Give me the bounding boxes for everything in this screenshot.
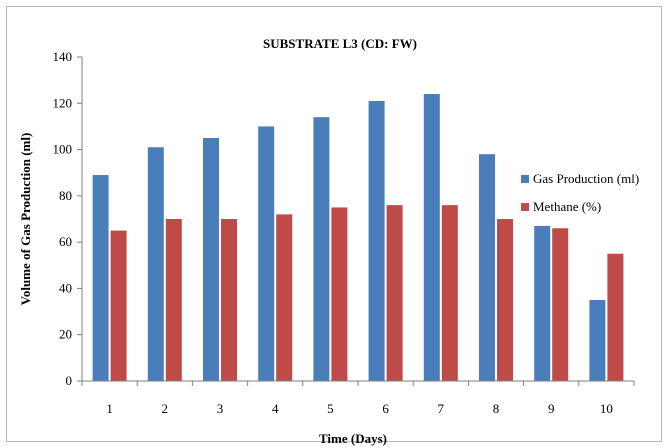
x-tick-label: 9	[548, 401, 555, 416]
y-tick-label: 20	[59, 327, 72, 342]
gas-production-bar	[368, 100, 385, 381]
x-axis-label: Time (Days)	[319, 431, 387, 446]
legend-swatch-methane	[521, 203, 529, 211]
methane-bar	[386, 205, 403, 381]
x-tick-label: 2	[162, 401, 169, 416]
methane-bar	[276, 214, 293, 381]
methane-bar	[552, 228, 569, 381]
legend-label-methane: Methane (%)	[533, 199, 601, 214]
x-tick-label: 3	[217, 401, 224, 416]
gas-production-bar	[92, 175, 109, 381]
y-tick-label: 140	[53, 49, 73, 64]
y-axis-ticks: 0 20 40 60 80 100 120 140	[53, 49, 82, 388]
methane-bar	[221, 219, 237, 381]
gas-production-bar	[534, 225, 551, 381]
y-axis-label: Volume of Gas Production (ml)	[18, 133, 33, 306]
legend: Gas Production (ml) Methane (%)	[521, 171, 639, 214]
methane-bar	[165, 219, 182, 381]
x-tick-label: 1	[106, 401, 113, 416]
methane-bar	[497, 219, 513, 381]
gas-production-bar	[147, 147, 164, 381]
gas-production-bar	[423, 94, 440, 382]
x-tick-label: 4	[272, 401, 279, 416]
gas-production-bar	[589, 300, 606, 381]
gas-production-bar	[258, 126, 275, 381]
methane-bar	[331, 207, 348, 381]
x-tick-label: 6	[382, 401, 389, 416]
y-tick-label: 40	[59, 280, 72, 295]
legend-label-gas: Gas Production (ml)	[533, 171, 639, 186]
x-tick-label: 10	[600, 401, 613, 416]
legend-swatch-gas	[521, 175, 529, 183]
methane-bar	[110, 230, 127, 381]
y-tick-label: 60	[59, 234, 72, 249]
x-axis-ticks: 1 2 3 4 5 6 7 8 9 10	[81, 381, 635, 416]
bars	[92, 94, 624, 382]
x-tick-label: 7	[438, 401, 445, 416]
gas-production-bar	[479, 154, 495, 381]
methane-bar	[441, 205, 458, 381]
chart-title: SUBSTRATE L3 (CD: FW)	[263, 36, 417, 51]
gas-production-bar	[313, 117, 330, 382]
x-tick-label: 8	[493, 401, 500, 416]
y-tick-label: 120	[53, 95, 73, 110]
gas-production-bar	[203, 138, 219, 381]
y-tick-label: 100	[53, 142, 73, 157]
methane-bar	[607, 253, 624, 381]
x-tick-label: 5	[327, 401, 334, 416]
y-tick-label: 0	[66, 373, 73, 388]
y-tick-label: 80	[59, 188, 72, 203]
